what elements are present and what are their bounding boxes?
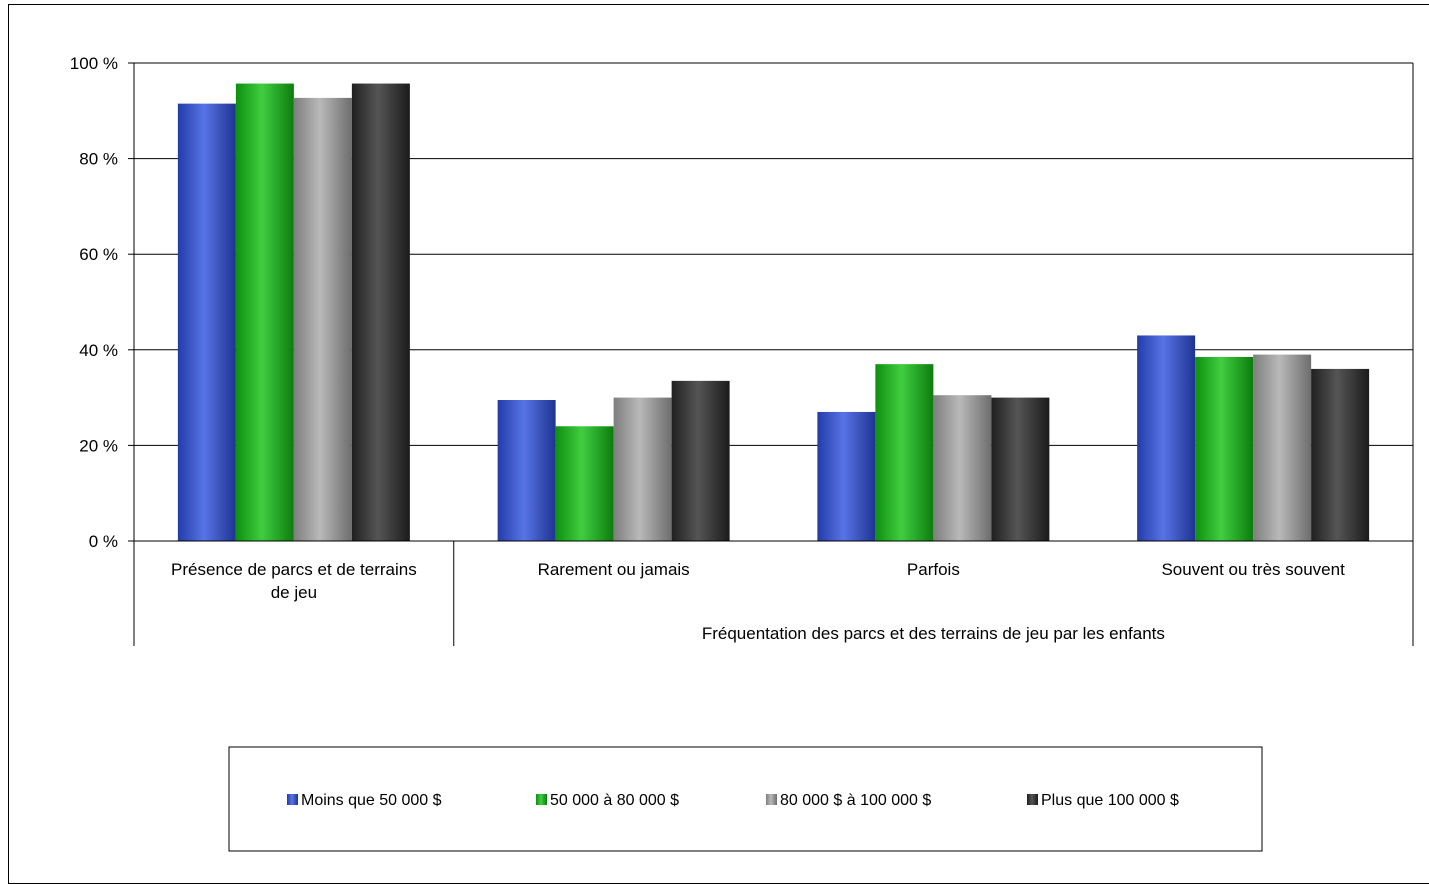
bar [497,399,556,541]
bar [613,397,672,541]
category-label: Présence de parcs et de terrains de jeu [171,560,417,602]
y-tick-label: 0 % [89,532,118,551]
y-tick-label: 80 % [79,150,118,169]
bars [177,83,1370,542]
y-tick-labels: 0 % 20 % 40 % 60 % 80 % 100 % [70,54,118,551]
category-label: Parfois [907,560,960,579]
bar [177,103,236,541]
bar [351,83,410,541]
legend-swatch [1027,794,1038,805]
bar [1253,354,1312,541]
y-tick-label: 60 % [79,245,118,264]
legend-label: 80 000 $ à 100 000 $ [780,792,931,809]
bar [671,380,730,541]
legend-label: Moins que 50 000 $ [301,792,442,809]
bar [875,364,934,541]
bar [991,397,1050,541]
y-tick-label: 100 % [70,54,118,73]
category-label: Rarement ou jamais [538,560,690,579]
legend-label: 50 000 à 80 000 $ [550,792,679,809]
category-label: Souvent ou très souvent [1161,560,1345,579]
legend-box [228,746,1263,852]
bar [933,395,992,541]
bar [555,426,614,541]
legend: Moins que 50 000 $ 50 000 à 80 000 $ 80 00… [287,792,1179,809]
group-label: Fréquentation des parcs et des terrains … [702,624,1165,643]
bar [817,411,876,541]
bar [1195,356,1254,541]
axes [133,62,1414,646]
category-labels: Présence de parcs et de terrains de jeu Ra… [171,560,1345,602]
y-tick-label: 40 % [79,341,118,360]
legend-swatch [766,794,777,805]
y-tick-label: 20 % [79,436,118,455]
legend-label: Plus que 100 000 $ [1041,792,1179,809]
legend-swatch [536,794,547,805]
bar [1311,368,1370,541]
bar [293,97,352,542]
bar [235,83,294,541]
legend-swatch [287,794,298,805]
bar [1137,335,1196,541]
